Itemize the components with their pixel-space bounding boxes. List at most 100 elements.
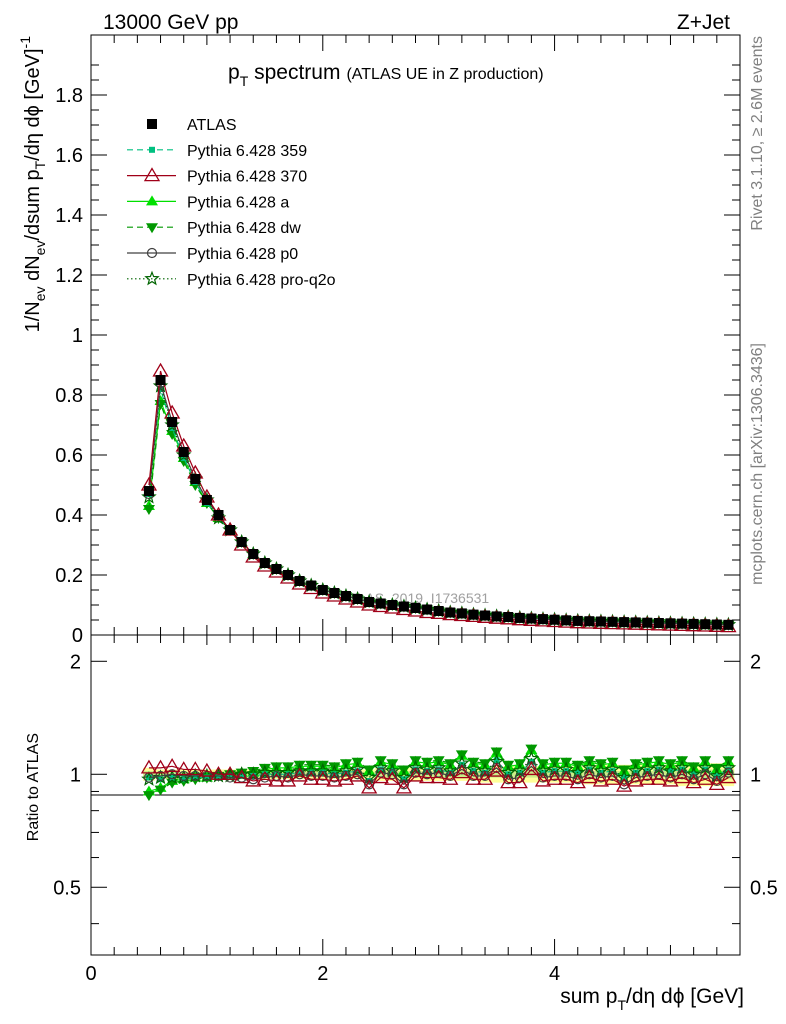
x-axis-label: sum pT/dη dϕ [GeV] (560, 985, 744, 1013)
ratio-point-p370 (221, 765, 239, 780)
ratio-point-p370 (314, 770, 331, 785)
ratio-point-p370 (662, 772, 679, 787)
xlabel-rest: /dη dϕ [GeV] (626, 985, 744, 1008)
point-atlas (375, 598, 386, 609)
point-atlas (422, 604, 433, 615)
series-line-pp0 (148, 382, 729, 626)
ratio-point-p370 (291, 767, 308, 782)
point-atlas (201, 495, 212, 505)
point-atlas (491, 611, 502, 622)
point-atlas (630, 617, 641, 628)
ratio-point-p370 (673, 769, 691, 784)
series-line-p370 (148, 370, 729, 628)
ratio-point-pp0 (723, 767, 734, 778)
ratio-y-tick-label-right: 1 (750, 764, 761, 786)
ratio-point-p370 (337, 770, 355, 785)
point-atlas (398, 601, 409, 612)
ratio-point-pp0 (224, 772, 236, 783)
point-atlas (225, 525, 236, 535)
ylabel-dsum: /dsum p (22, 169, 44, 240)
legend-label-p359: Pythia 6.428 359 (187, 143, 307, 160)
ratio-point-p359 (169, 774, 176, 781)
ratio-series-p370 (140, 758, 737, 794)
ratio-point-pq2o (477, 762, 493, 778)
ratio-y-tick-label: 2 (70, 651, 81, 673)
header-left: 13000 GeV pp (103, 11, 238, 34)
main-y-tick-label: 0.8 (55, 385, 83, 407)
ratio-point-p359 (238, 772, 245, 779)
point-pdw (142, 505, 155, 515)
ratio-point-pdw (154, 785, 167, 796)
ratio-point-p370 (256, 770, 273, 785)
point-atlas (445, 607, 456, 618)
point-atlas (584, 616, 595, 627)
point-atlas (723, 619, 734, 630)
main-y-ticks: 0 0.2 0.4 0.6 0.8 1 1.2 1.4 1.6 1.8 (55, 64, 740, 647)
main-series (140, 362, 737, 633)
ratio-point-p370 (592, 772, 610, 787)
series-atlas (143, 375, 734, 630)
ratio-y-axis-label: Ratio to ATLAS (25, 733, 42, 841)
point-atlas (248, 549, 259, 559)
ratio-point-pp0 (178, 770, 189, 782)
ratio-point-pq2o (709, 767, 725, 783)
ratio-point-p370 (233, 769, 250, 784)
ratio-series (140, 744, 737, 802)
ratio-point-p359 (296, 769, 303, 776)
ratio-point-p359 (250, 772, 257, 779)
legend-marker-pp0 (146, 247, 158, 259)
point-atlas (317, 585, 328, 595)
plot-title: pT spectrum (ATLAS UE in Z production) (228, 61, 544, 89)
ratio-point-p370 (418, 769, 436, 784)
ylabel-ev-sub: ev (32, 286, 48, 301)
ratio-point-pq2o (512, 762, 528, 778)
point-atlas (259, 558, 270, 568)
ratio-point-p359 (493, 757, 500, 764)
ratio-y-ticks: 0.5 0.5 1 1 2 2 (53, 651, 778, 925)
ratio-point-p370 (303, 770, 320, 785)
main-y-axis-label: 1/Nev dNev/dsum pT/dη dϕ [GeV]-1 (17, 36, 48, 333)
point-atlas (294, 576, 305, 586)
ratio-point-p370 (546, 770, 563, 785)
main-y-tick-label: 0 (72, 625, 83, 647)
header-right: Z+Jet (677, 11, 730, 34)
ylabel-T-sub: T (32, 160, 48, 169)
point-atlas (271, 564, 282, 574)
main-y-tick-label: 0.6 (55, 445, 83, 467)
point-atlas (387, 600, 398, 610)
legend-entry-p370: Pythia 6.428 370 (127, 167, 307, 186)
point-atlas (537, 614, 548, 625)
point-atlas (514, 612, 525, 623)
ratio-point-pdw (142, 791, 155, 802)
point-atlas (572, 615, 583, 626)
ratio-point-p370 (361, 779, 378, 794)
point-atlas (364, 597, 375, 607)
ratio-point-p370 (534, 772, 552, 787)
ratio-point-pq2o (407, 759, 424, 775)
point-atlas (190, 474, 201, 484)
ratio-point-p370 (210, 765, 227, 780)
point-atlas (433, 606, 444, 616)
x-ticks: 0 2 4 (85, 35, 741, 985)
legend-entry-pq2o: Pythia 6.428 pro-q2o (127, 270, 336, 289)
point-atlas (526, 613, 537, 624)
point-atlas (283, 570, 294, 580)
ratio-point-pdw (247, 767, 260, 778)
series-line-pq2o (148, 385, 729, 626)
ratio-point-pq2o (442, 762, 459, 778)
legend-marker-p359 (149, 146, 155, 153)
ratio-point-p359 (180, 776, 187, 783)
xlabel-T-sub: T (617, 997, 626, 1013)
xlabel-sum: sum p (560, 985, 617, 1008)
x-tick-label: 4 (549, 963, 560, 985)
point-atlas (642, 617, 653, 628)
ratio-point-p370 (685, 774, 702, 789)
ratio-line-p370 (148, 765, 729, 789)
legend-marker-atlas (147, 119, 157, 129)
point-atlas (665, 618, 676, 629)
x-tick-label: 2 (317, 963, 328, 985)
point-atlas (236, 537, 247, 547)
legend-label-pq2o: Pythia 6.428 pro-q2o (187, 272, 336, 289)
ratio-point-p370 (407, 767, 424, 782)
